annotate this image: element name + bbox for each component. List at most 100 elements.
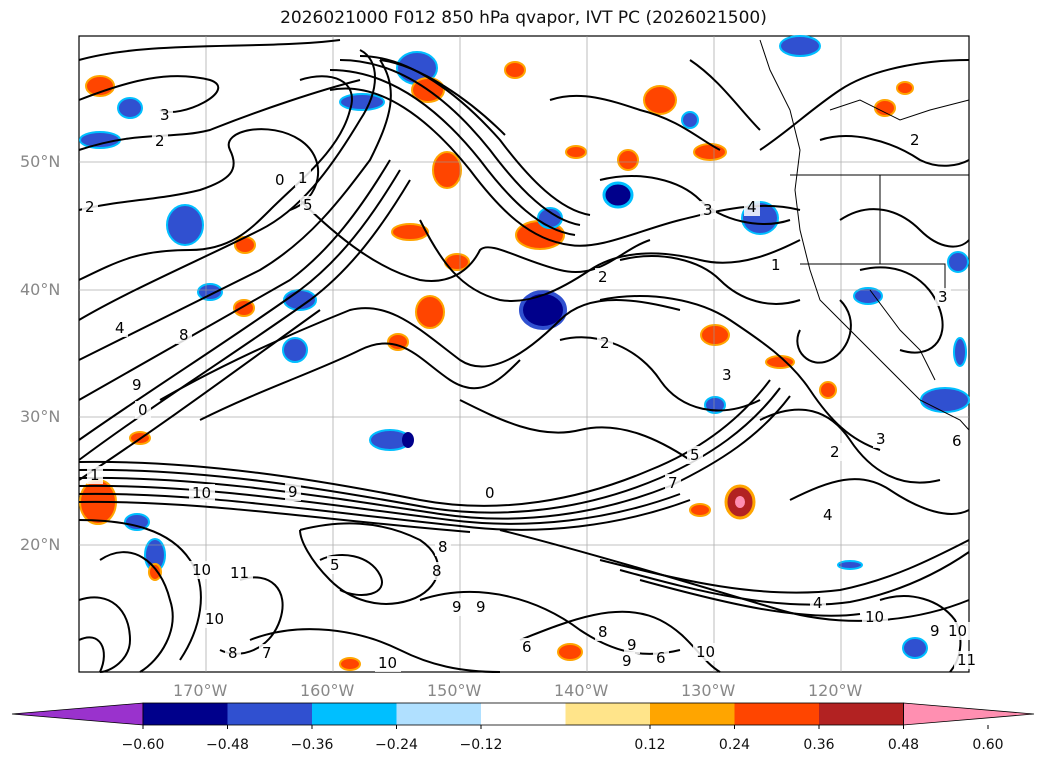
colorbar-extension-min [11, 702, 144, 726]
positive-patch [557, 643, 583, 661]
contour-label: 10 [192, 484, 211, 502]
contour-label: 2 [155, 132, 165, 150]
contour-label-bg [272, 171, 288, 189]
contour-label-bg [112, 319, 128, 337]
contour-label-bg [295, 169, 311, 187]
positive-patch [896, 81, 914, 95]
contour-label: 0 [275, 171, 285, 189]
contour-label: 10 [948, 622, 967, 640]
contour-label: 7 [262, 644, 272, 662]
colorbar-tick-label: −0.12 [459, 737, 503, 753]
contour-label-bg [624, 636, 640, 654]
contour-label-bg [949, 432, 965, 450]
positive-patch [565, 145, 587, 159]
contour-label-bg [810, 594, 826, 612]
contour-label-bg [225, 644, 241, 662]
negative-patch [953, 337, 967, 367]
contour-label: 2 [600, 334, 610, 352]
contour-label-bg [135, 401, 151, 419]
contour-label: 9 [452, 598, 462, 616]
colorbar-segment [481, 703, 566, 725]
contour-label: 6 [952, 432, 962, 450]
contour-label-bg [327, 556, 343, 574]
colorbar-tick-label: 0.60 [972, 737, 1004, 753]
negative-patch [519, 290, 567, 330]
colorbar-tick-label: −0.36 [290, 737, 334, 753]
contour-label: 4 [747, 198, 757, 216]
contour-label: 11 [957, 651, 976, 669]
contour-label-bg [473, 598, 489, 616]
contour-label: 0 [485, 484, 495, 502]
contour-label-bg [945, 622, 971, 640]
contour-label: 4 [823, 506, 833, 524]
contour-label: 8 [228, 644, 238, 662]
contour-label-bg [429, 562, 445, 580]
positive-patch [735, 496, 745, 508]
contour-label-bg [519, 638, 535, 656]
lon-label-130w: 130°W [681, 681, 736, 700]
positive-patch [85, 75, 115, 97]
colorbar-segment [143, 703, 228, 725]
positive-patch [234, 236, 256, 254]
contour-label: 8 [438, 538, 448, 556]
lat-label-20n: 20°N [20, 535, 61, 554]
contour-label-bg [873, 430, 889, 448]
colorbar-tick-label: 0.12 [634, 737, 666, 753]
contour-label-bg [189, 484, 215, 502]
contour-label-bg [375, 654, 401, 672]
negative-patch [920, 387, 970, 413]
contour-label: 2 [85, 198, 95, 216]
contour-label: 0 [138, 401, 148, 419]
lat-label-40n: 40°N [20, 280, 61, 299]
positive-patch [415, 295, 445, 329]
contour-label: 3 [876, 430, 886, 448]
contour-label: 2 [910, 131, 920, 149]
contour-label-bg [820, 506, 836, 524]
contour-label: 3 [160, 106, 170, 124]
contour-label-bg [595, 268, 611, 286]
contour-label-bg [259, 644, 275, 662]
positive-patch [693, 143, 727, 161]
colorbar-segment [312, 703, 397, 725]
lon-label-160w: 160°W [300, 681, 355, 700]
contour-label-bg [285, 483, 301, 501]
lon-label-140w: 140°W [554, 681, 609, 700]
contour-label: 5 [330, 556, 340, 574]
colorbar-segment [565, 703, 651, 725]
positive-patch [391, 223, 429, 241]
contour-label-bg [157, 106, 173, 124]
contour-label-bg [87, 466, 103, 484]
positive-patch [432, 151, 462, 189]
contour-label: 9 [622, 652, 632, 670]
contour-label: 9 [132, 376, 142, 394]
positive-patch [643, 85, 677, 115]
colorbar-tick-label: 0.24 [718, 737, 751, 753]
colorbar-segment [734, 703, 820, 725]
contour-label: 4 [115, 319, 125, 337]
colorbar-segment [650, 703, 735, 725]
contour-label-bg [300, 196, 316, 214]
contour-label: 3 [722, 366, 732, 384]
contour-label-bg [954, 651, 980, 669]
contour-label: 9 [476, 598, 486, 616]
contour-label: 4 [813, 594, 823, 612]
contour-label: 10 [192, 561, 211, 579]
contour-label-bg [719, 366, 735, 384]
positive-patch [148, 563, 162, 581]
contour-label-bg [619, 652, 635, 670]
contour-label-bg [768, 256, 784, 274]
negative-patch [166, 204, 204, 246]
contour-label-bg [693, 643, 719, 661]
lon-label-120w: 120°W [808, 681, 863, 700]
contour-label-bg [482, 484, 498, 502]
positive-patch [387, 333, 409, 351]
contour-label-bg [597, 334, 613, 352]
contour-label: 3 [703, 201, 713, 219]
negative-patch [602, 181, 634, 209]
contour-label-bg [862, 608, 888, 626]
contour-label-bg [653, 649, 669, 667]
contour-label-bg [744, 198, 760, 216]
contour-label-bg [435, 538, 451, 556]
negative-patch [282, 337, 308, 363]
